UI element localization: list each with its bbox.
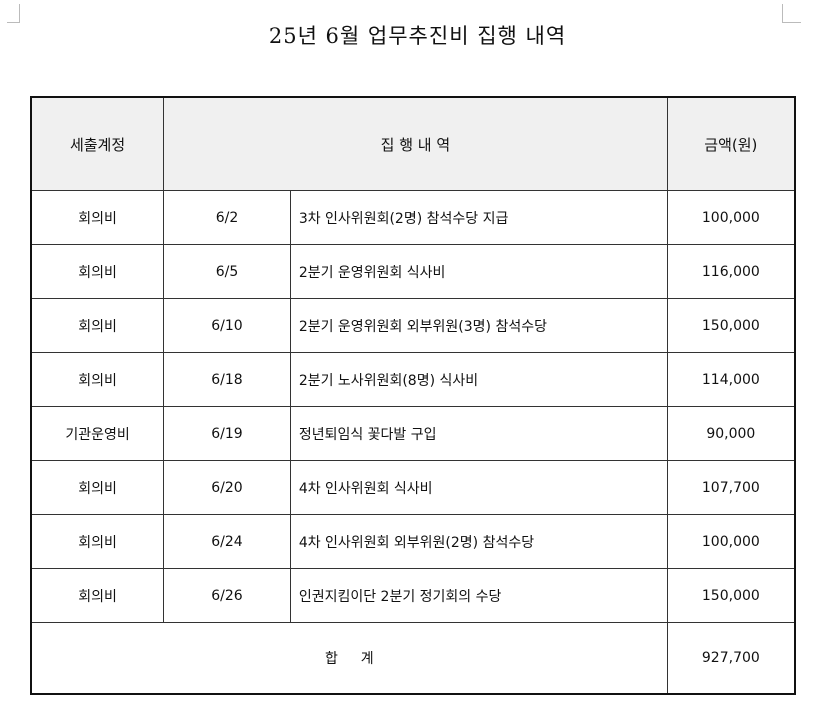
cell-date: 6/2 [163, 190, 291, 245]
cell-amount: 150,000 [666, 568, 796, 623]
total-row: 합 계 927,700 [30, 622, 796, 695]
total-amount: 927,700 [666, 622, 796, 695]
cell-date: 6/19 [163, 406, 291, 461]
cell-date: 6/20 [163, 460, 291, 515]
cell-account: 회의비 [30, 190, 165, 245]
header-amount: 금액(원) [666, 96, 796, 191]
cell-account: 회의비 [30, 460, 165, 515]
cell-date: 6/18 [163, 352, 291, 407]
table-row: 회의비 6/18 2분기 노사위원회(8명) 식사비 114,000 [30, 352, 796, 407]
cell-amount: 150,000 [666, 298, 796, 353]
page-title: 25년 6월 업무추진비 집행 내역 [268, 24, 567, 48]
table-row: 회의비 6/26 인권지킴이단 2분기 정기회의 수당 150,000 [30, 568, 796, 623]
page-corner-mark-right [782, 4, 801, 23]
cell-date: 6/26 [163, 568, 291, 623]
header-row: 세출계정 집 행 내 역 금액(원) [30, 96, 796, 191]
cell-description: 2분기 운영위원회 식사비 [289, 244, 668, 299]
header-details: 집 행 내 역 [163, 96, 668, 191]
cell-amount: 100,000 [666, 190, 796, 245]
table-row: 기관운영비 6/19 정년퇴임식 꽃다발 구입 90,000 [30, 406, 796, 461]
cell-description: 2분기 노사위원회(8명) 식사비 [289, 352, 668, 407]
cell-amount: 90,000 [666, 406, 796, 461]
cell-description: 2분기 운영위원회 외부위원(3명) 참석수당 [289, 298, 668, 353]
table-row: 회의비 6/2 3차 인사위원회(2명) 참석수당 지급 100,000 [30, 190, 796, 245]
cell-description: 인권지킴이단 2분기 정기회의 수당 [289, 568, 668, 623]
cell-description: 정년퇴임식 꽃다발 구입 [289, 406, 668, 461]
cell-account: 회의비 [30, 244, 165, 299]
cell-amount: 116,000 [666, 244, 796, 299]
cell-account: 회의비 [30, 298, 165, 353]
table-row: 회의비 6/20 4차 인사위원회 식사비 107,700 [30, 460, 796, 515]
cell-date: 6/5 [163, 244, 291, 299]
cell-account: 회의비 [30, 352, 165, 407]
cell-description: 4차 인사위원회 외부위원(2명) 참석수당 [289, 514, 668, 569]
expense-table: 세출계정 집 행 내 역 금액(원) 회의비 6/2 3차 인사위원회(2명) 참석… [30, 96, 796, 695]
table-row: 회의비 6/10 2분기 운영위원회 외부위원(3명) 참석수당 150,000 [30, 298, 796, 353]
cell-account: 회의비 [30, 514, 165, 569]
table-row: 회의비 6/24 4차 인사위원회 외부위원(2명) 참석수당 100,000 [30, 514, 796, 569]
cell-description: 3차 인사위원회(2명) 참석수당 지급 [289, 190, 668, 245]
cell-amount: 107,700 [666, 460, 796, 515]
cell-amount: 114,000 [666, 352, 796, 407]
table-row: 회의비 6/5 2분기 운영위원회 식사비 116,000 [30, 244, 796, 299]
cell-date: 6/10 [163, 298, 291, 353]
cell-account: 회의비 [30, 568, 165, 623]
page-corner-mark-left [7, 4, 20, 23]
cell-account: 기관운영비 [30, 406, 165, 461]
header-account: 세출계정 [30, 96, 165, 191]
cell-date: 6/24 [163, 514, 291, 569]
cell-amount: 100,000 [666, 514, 796, 569]
total-label: 합 계 [30, 622, 668, 695]
cell-description: 4차 인사위원회 식사비 [289, 460, 668, 515]
